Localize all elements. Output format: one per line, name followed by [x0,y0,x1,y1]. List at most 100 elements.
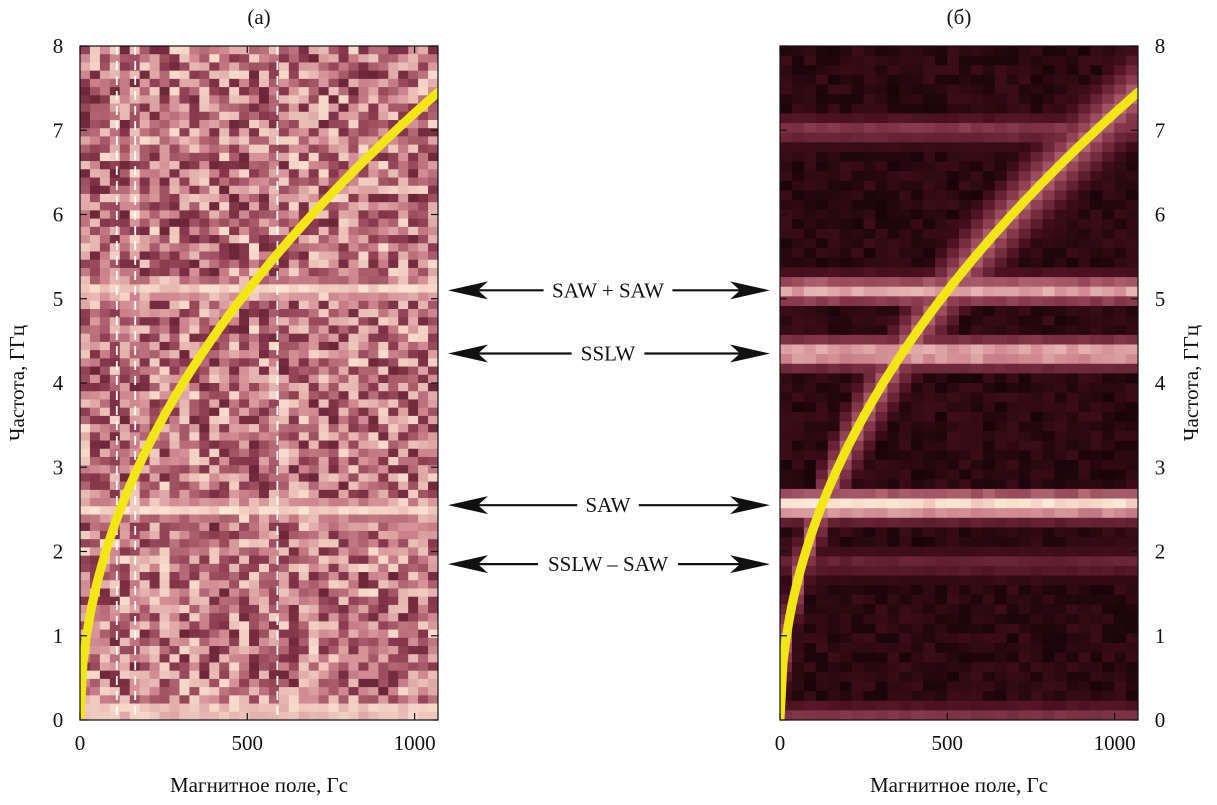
heatmap-cell [398,514,409,524]
heatmap-cell [239,235,250,244]
heatmap-cell [827,488,841,500]
heatmap-cell [80,119,91,129]
heatmap-cell [109,580,121,590]
heatmap-cell [189,325,200,335]
heatmap-cell [1054,286,1067,297]
heatmap-cell [875,479,888,490]
heatmap-cell [923,402,936,413]
heatmap-cell [970,488,984,500]
heatmap-cell [259,629,270,639]
heatmap-cell [169,481,181,491]
heatmap-cell [229,218,240,228]
heatmap-cell [268,415,280,425]
heatmap-cell [1030,55,1044,66]
heatmap-cell [418,629,429,639]
heatmap-cell [959,277,972,288]
heatmap-cell [1042,517,1056,529]
heatmap-cell [863,594,877,606]
heatmap-cell [199,309,210,318]
heatmap-cell [169,654,181,664]
heatmap-cell [139,415,151,425]
heatmap-cell [368,62,379,72]
heatmap-cell [803,575,817,586]
heatmap-cell [268,539,280,548]
heatmap-cell [109,440,121,450]
heatmap-cell [348,128,360,138]
heatmap-cell [229,193,240,203]
heatmap-cell [99,399,111,409]
heatmap-cell [1114,65,1127,76]
heatmap-cell [99,407,111,417]
heatmap-cell [923,373,936,384]
heatmap-cell [994,594,1008,606]
heatmap-cell [994,565,1008,577]
heatmap-cell [268,87,280,96]
heatmap-cell [189,128,200,138]
heatmap-cell [1018,55,1032,66]
heatmap-cell [982,267,996,278]
heatmap-cell [418,226,429,236]
heatmap-cell [159,292,171,302]
heatmap-cell [1054,257,1067,269]
heatmap-cell [839,614,853,625]
heatmap-cell [791,180,805,192]
heatmap-cell [378,456,389,466]
heatmap-cell [1006,652,1020,663]
heatmap-cell [428,169,438,179]
heatmap-cell [288,161,300,170]
heatmap-cell [851,604,865,615]
heatmap-cell [219,547,230,557]
heatmap-cell [338,202,350,211]
heatmap-cell [298,284,310,294]
heatmap-cell [358,309,369,318]
heatmap-cell [139,78,151,88]
heatmap-cell [358,267,369,277]
heatmap-cell [119,711,131,720]
heatmap-cell [959,94,972,105]
heatmap-cell [219,448,230,458]
heatmap-cell [358,695,369,705]
heatmap-cell [179,424,190,433]
heatmap-cell [1066,257,1079,269]
heatmap-cell [199,555,210,565]
heatmap-cell [139,358,151,368]
heatmap-cell [959,334,972,346]
heatmap-cell [368,78,379,88]
heatmap-cell [428,572,438,581]
heatmap-cell [791,334,805,346]
heatmap-cell [887,180,900,192]
heatmap-cell [1126,74,1138,86]
heatmap-cell [1102,151,1115,163]
heatmap-cell [911,344,924,355]
heatmap-cell [875,209,888,220]
heatmap-cell [388,711,399,720]
heatmap-cell [318,687,330,696]
heatmap-cell [318,678,330,688]
heatmap-cell [259,169,270,179]
heatmap-cell [119,596,131,606]
heatmap-cell [388,202,399,211]
heatmap-cell [1054,315,1067,326]
heatmap-cell [851,450,865,461]
heatmap-cell [1090,585,1103,596]
heatmap-cell [959,344,972,355]
heatmap-cell [851,55,865,66]
heatmap-cell [1030,315,1044,326]
heatmap-cell [189,448,200,458]
heatmap-cell [99,350,111,359]
heatmap-cell [923,556,936,567]
heatmap-cell [159,695,171,705]
heatmap-cell [209,637,220,647]
heatmap-cell [179,78,190,88]
heatmap-cell [169,703,181,713]
heatmap-cell [139,54,151,64]
heatmap-cell [1066,671,1079,683]
heatmap-cell [119,654,131,664]
heatmap-cell [1114,556,1127,567]
heatmap-cell [1114,585,1127,596]
heatmap-cell [199,169,210,179]
heatmap-cell [358,506,369,516]
heatmap-cell [288,218,300,228]
heatmap-cell [239,259,250,269]
heatmap-cell [179,440,190,450]
